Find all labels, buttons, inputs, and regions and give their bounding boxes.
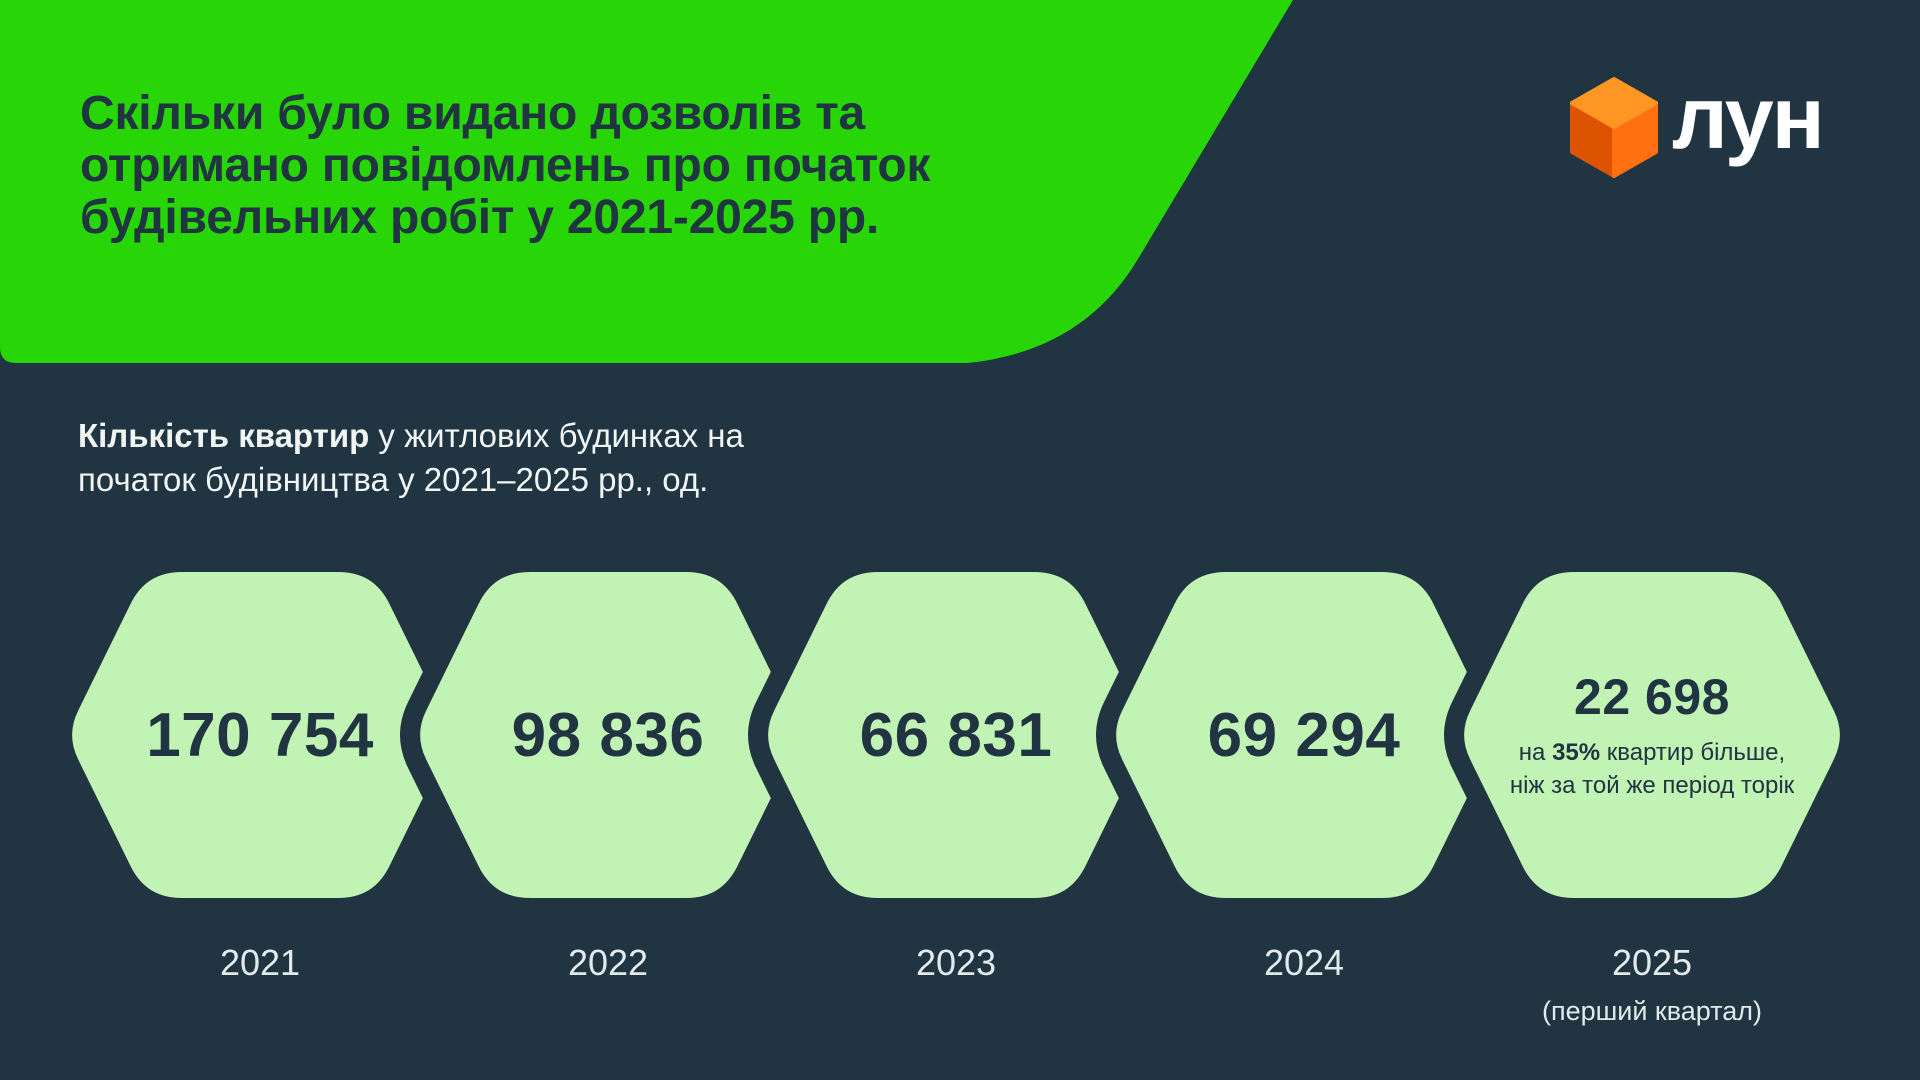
hexagon-note-2025: на 35% квартир більше, ніж за той же пері… <box>1509 739 1795 799</box>
chart-subtitle-rest: у житлових будинках на <box>369 417 744 454</box>
chart-subtitle-line-1: Кількість квартир у житлових будинках на <box>78 414 838 458</box>
year-label-2025: 2025 <box>1611 942 1693 983</box>
year-label-2024: 2024 <box>1263 942 1345 983</box>
hexagon-value-2021: 170 754 <box>146 700 374 770</box>
hexagon-value-2023: 66 831 <box>859 700 1053 770</box>
page-title-line-1: Скільки було видано дозволів та <box>80 87 866 140</box>
hexagon-value-2024: 69 294 <box>1207 700 1401 770</box>
year-note-2025: (перший квартал) <box>1541 996 1763 1026</box>
lun-logo-text: лун <box>1672 68 1825 167</box>
lun-logo-cube-icon <box>1570 77 1658 178</box>
hexagon-chain <box>52 552 1860 918</box>
hexagon-value-2022: 98 836 <box>511 700 705 770</box>
year-label-2023: 2023 <box>915 942 997 983</box>
hexagon-content-2024: 69 294 <box>1099 562 1509 908</box>
header-green-shape <box>0 0 1293 363</box>
hexagon-shape-2025 <box>1444 552 1860 918</box>
hexagon-content-2022: 98 836 <box>403 562 813 908</box>
year-label-2021: 2021 <box>219 942 301 983</box>
cube-top-face <box>1570 77 1658 129</box>
hexagon-content-2025: 22 698 на 35% квартир більше, ніж за той ж… <box>1447 562 1857 908</box>
chart-subtitle-bold: Кількість квартир <box>78 417 370 454</box>
year-label-2022: 2022 <box>567 942 649 983</box>
hexagon-note-percent: 35% <box>1552 739 1601 766</box>
hexagon-content-2023: 66 831 <box>751 562 1161 908</box>
page-title-line-3: будівельних робіт у 2021-2025 рр. <box>80 190 880 244</box>
chart-subtitle: Кількість квартир у житлових будинках на… <box>78 414 838 502</box>
page-title-line-2: отримано повідомлень про початок <box>80 138 931 192</box>
chart-subtitle-line-2: початок будівництва у 2021–2025 рр., од. <box>78 461 709 499</box>
hexagon-value-2025: 22 698 <box>1574 669 1730 725</box>
page-title: Скільки було видано дозволів та отримано… <box>80 88 940 243</box>
hexagon-content-2021: 170 754 <box>55 562 465 908</box>
